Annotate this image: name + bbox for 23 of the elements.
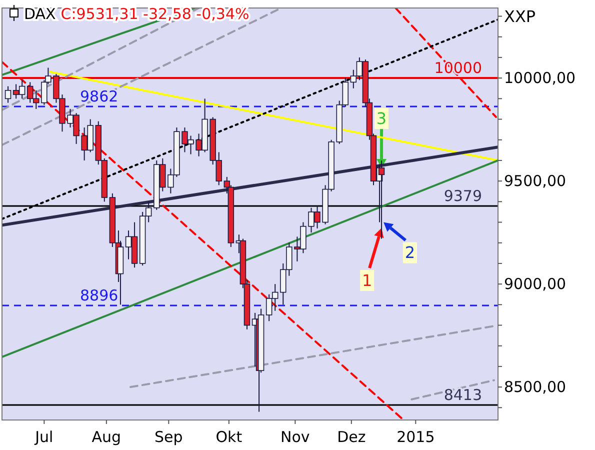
x-tick-label: 2015 <box>396 428 435 446</box>
x-tick-label: Dez <box>337 428 366 446</box>
x-tick-label: Okt <box>216 428 242 446</box>
ref-line-label: 9862 <box>80 87 118 106</box>
x-tick-label: Jul <box>34 428 54 446</box>
y-tick-label: 9500,00 <box>504 172 566 190</box>
y-tick-label: 10000,00 <box>504 69 576 88</box>
candlestick <box>378 160 385 240</box>
x-tick-label: Sep <box>154 428 183 446</box>
ref-line-label: 8896 <box>80 286 118 304</box>
chart-title: DAX <box>24 5 55 23</box>
annotation: 2 <box>404 243 416 262</box>
annotation: 3 <box>376 109 387 128</box>
ref-line-label: 9379 <box>444 186 482 205</box>
candlestick <box>4 86 12 104</box>
ref-line-label: 10000 <box>434 59 482 78</box>
y-tick-label: 9000,00 <box>504 275 566 294</box>
text: XXP <box>504 7 536 26</box>
x-tick-label: Aug <box>92 428 122 446</box>
x-tick-label: Nov <box>280 428 310 446</box>
annotation: 1 <box>362 271 372 290</box>
ref-line-label: 8413 <box>444 386 482 404</box>
y-tick-label: 8500,00 <box>504 378 566 396</box>
